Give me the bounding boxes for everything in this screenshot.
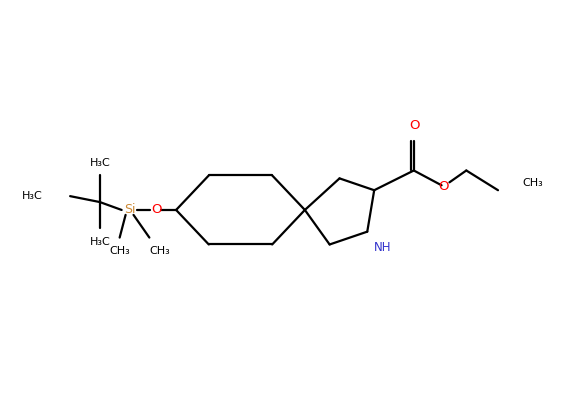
Text: O: O [410,119,420,132]
Text: NH: NH [374,241,392,254]
Text: O: O [151,204,162,216]
Text: CH₃: CH₃ [109,247,130,256]
Text: Si: Si [124,204,135,216]
Text: CH₃: CH₃ [522,178,543,188]
Text: H₃C: H₃C [90,237,110,247]
Text: CH₃: CH₃ [149,247,169,256]
Text: H₃C: H₃C [90,158,110,168]
Text: H₃C: H₃C [22,191,42,201]
Text: O: O [438,180,449,193]
